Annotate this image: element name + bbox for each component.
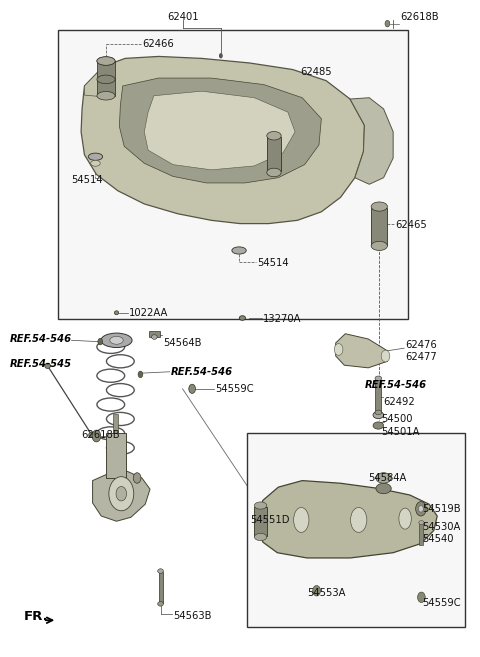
Polygon shape — [93, 472, 150, 521]
Bar — [419, 523, 423, 545]
Polygon shape — [84, 66, 111, 97]
Text: 54514: 54514 — [257, 258, 288, 268]
Text: REF.54-546: REF.54-546 — [170, 367, 233, 376]
Text: 13270A: 13270A — [263, 313, 301, 324]
Ellipse shape — [97, 57, 115, 65]
Polygon shape — [336, 334, 387, 368]
Ellipse shape — [97, 75, 115, 83]
Bar — [106, 434, 126, 478]
Text: 62465: 62465 — [396, 220, 427, 230]
Text: REF.54-545: REF.54-545 — [9, 359, 72, 369]
Ellipse shape — [399, 508, 411, 529]
Ellipse shape — [97, 57, 115, 65]
Bar — [375, 380, 381, 411]
Polygon shape — [81, 57, 364, 223]
Circle shape — [109, 477, 134, 510]
Circle shape — [116, 486, 127, 501]
Ellipse shape — [114, 311, 119, 315]
Text: 62618B: 62618B — [81, 430, 120, 440]
Ellipse shape — [152, 334, 157, 339]
Text: 54559C: 54559C — [215, 384, 254, 394]
Bar — [247, 434, 465, 627]
Circle shape — [418, 592, 425, 602]
Circle shape — [92, 430, 101, 442]
Text: REF.54-546: REF.54-546 — [9, 334, 72, 344]
Ellipse shape — [371, 241, 387, 250]
Ellipse shape — [376, 473, 391, 484]
Circle shape — [219, 53, 223, 58]
Ellipse shape — [267, 131, 281, 140]
Ellipse shape — [88, 153, 103, 160]
Text: 62618B: 62618B — [400, 12, 439, 22]
Ellipse shape — [232, 247, 246, 254]
Bar — [58, 30, 408, 319]
Text: 54559C: 54559C — [422, 598, 460, 608]
Circle shape — [133, 473, 141, 484]
Ellipse shape — [240, 316, 245, 321]
Text: 54500
54501A: 54500 54501A — [381, 415, 420, 437]
Circle shape — [381, 350, 390, 362]
Text: REF.54-546: REF.54-546 — [364, 380, 427, 390]
Circle shape — [419, 505, 423, 512]
Bar — [97, 61, 115, 96]
Bar — [113, 414, 119, 434]
Ellipse shape — [373, 422, 384, 429]
Circle shape — [138, 371, 143, 378]
Ellipse shape — [375, 410, 382, 415]
Ellipse shape — [294, 507, 309, 532]
Text: 1022AA: 1022AA — [129, 307, 168, 318]
Ellipse shape — [91, 160, 100, 166]
Text: 54584A: 54584A — [368, 473, 407, 483]
Polygon shape — [120, 78, 322, 183]
Bar — [267, 137, 281, 171]
Circle shape — [189, 384, 195, 394]
Ellipse shape — [89, 432, 95, 438]
Text: 54514: 54514 — [72, 175, 103, 185]
Ellipse shape — [350, 507, 367, 532]
Polygon shape — [257, 481, 437, 558]
Text: 62485: 62485 — [300, 66, 332, 76]
Ellipse shape — [371, 202, 387, 211]
Polygon shape — [350, 98, 393, 184]
Text: 54563B: 54563B — [173, 610, 212, 621]
Circle shape — [313, 585, 321, 596]
Bar — [254, 507, 267, 535]
Circle shape — [98, 338, 103, 345]
Text: 62492: 62492 — [384, 397, 415, 407]
Text: 62401: 62401 — [167, 12, 198, 22]
Ellipse shape — [419, 520, 424, 524]
Text: 54551D: 54551D — [251, 515, 290, 525]
Circle shape — [385, 20, 390, 27]
Ellipse shape — [97, 91, 115, 100]
Text: 54519B: 54519B — [422, 505, 460, 514]
Text: FR.: FR. — [24, 610, 48, 623]
Bar — [158, 572, 163, 602]
Ellipse shape — [376, 484, 391, 493]
Text: 54553A: 54553A — [307, 589, 346, 599]
Text: 62466: 62466 — [142, 39, 174, 49]
Ellipse shape — [101, 333, 132, 348]
Polygon shape — [144, 91, 295, 170]
Bar — [149, 331, 159, 337]
Circle shape — [334, 344, 343, 355]
Ellipse shape — [45, 363, 50, 369]
Text: 54564B: 54564B — [163, 338, 202, 348]
Text: 62476
62477: 62476 62477 — [405, 340, 437, 362]
Ellipse shape — [254, 502, 267, 509]
Ellipse shape — [157, 569, 163, 574]
Ellipse shape — [254, 533, 267, 541]
Ellipse shape — [373, 411, 384, 419]
Circle shape — [416, 501, 426, 516]
Ellipse shape — [157, 602, 163, 606]
Bar — [371, 208, 387, 244]
Ellipse shape — [375, 376, 382, 380]
Ellipse shape — [267, 168, 281, 177]
Text: 54530A
54540: 54530A 54540 — [422, 522, 460, 544]
Ellipse shape — [110, 336, 123, 344]
